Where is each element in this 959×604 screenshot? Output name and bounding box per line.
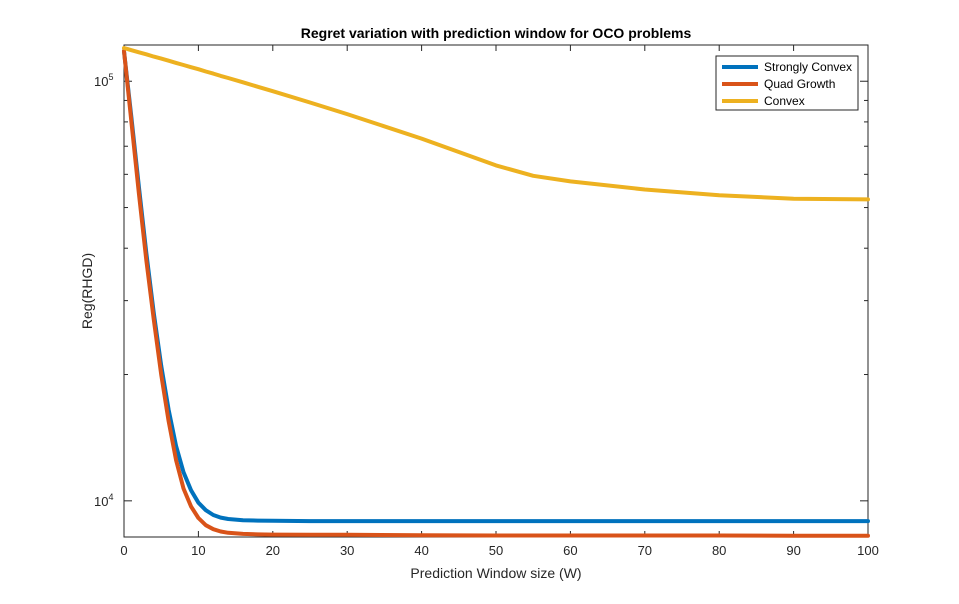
x-tick-label: 90 xyxy=(786,543,800,558)
series-line-convex xyxy=(122,46,870,202)
y-tick-base: 10 xyxy=(94,494,108,509)
series-line-quad-growth xyxy=(122,49,870,538)
series-lines xyxy=(122,46,870,538)
x-tick-label: 100 xyxy=(857,543,879,558)
x-axis-ticks: 0 10 20 30 40 50 60 70 80 90 100 xyxy=(120,45,879,558)
x-tick-label: 0 xyxy=(120,543,127,558)
plot-area xyxy=(123,44,869,538)
legend-label: Quad Growth xyxy=(764,77,835,91)
x-tick-label: 60 xyxy=(563,543,577,558)
y-tick-exponent: 4 xyxy=(108,492,113,502)
x-tick-label: 70 xyxy=(638,543,652,558)
x-tick-label: 40 xyxy=(414,543,428,558)
legend-label: Strongly Convex xyxy=(764,60,852,74)
chart-title: Regret variation with prediction window … xyxy=(301,25,692,41)
x-tick-label: 10 xyxy=(191,543,205,558)
y-tick-label: 105 xyxy=(94,72,113,89)
x-tick-label: 20 xyxy=(266,543,280,558)
y-tick-base: 10 xyxy=(94,74,108,89)
x-tick-label: 80 xyxy=(712,543,726,558)
y-tick-label: 104 xyxy=(94,492,113,509)
x-axis-label: Prediction Window size (W) xyxy=(410,565,581,581)
y-axis-label: Reg(RHGD) xyxy=(79,253,95,329)
x-tick-label: 30 xyxy=(340,543,354,558)
legend: Strongly Convex Quad Growth Convex xyxy=(715,55,859,111)
x-tick-label: 50 xyxy=(489,543,503,558)
y-tick-exponent: 5 xyxy=(108,72,113,82)
legend-label: Convex xyxy=(764,94,805,108)
